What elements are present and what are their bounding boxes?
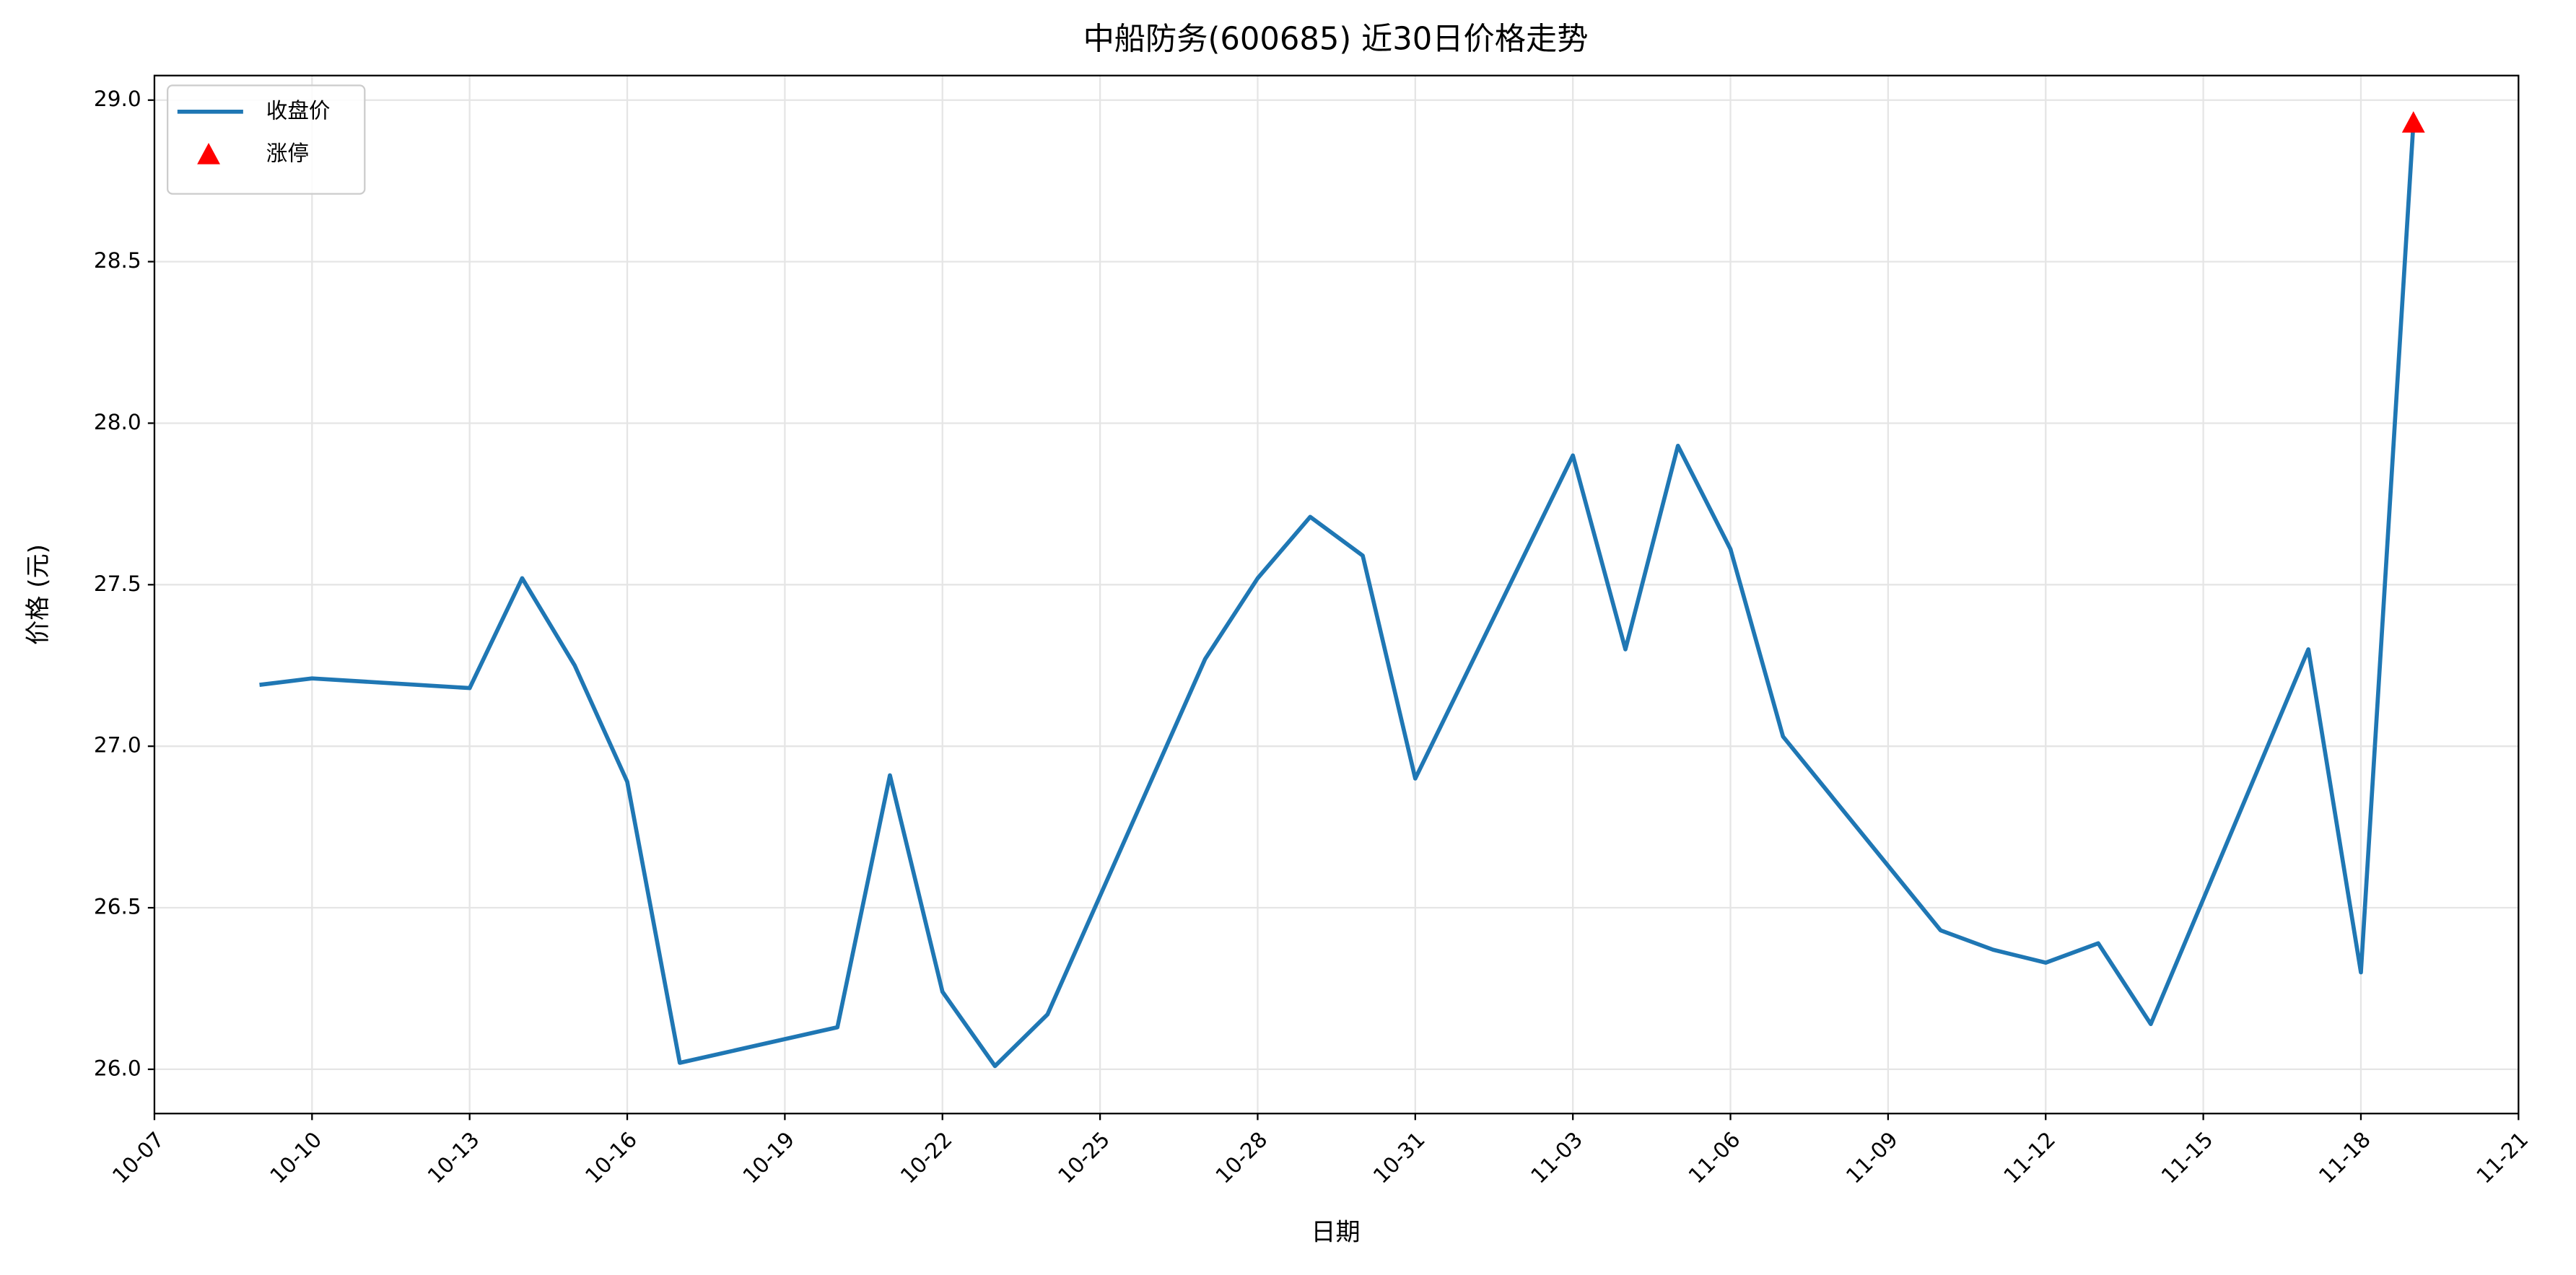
legend-label: 收盘价: [266, 98, 331, 123]
y-tick-label: 27.5: [94, 571, 141, 596]
y-tick-label: 27.0: [94, 733, 141, 758]
legend-label: 涨停: [266, 141, 309, 165]
y-tick-label: 26.0: [94, 1056, 141, 1080]
chart-title: 中船防务(600685) 近30日价格走势: [1083, 21, 1589, 57]
y-tick-label: 28.5: [94, 248, 141, 273]
y-tick-label: 28.0: [94, 410, 141, 434]
y-axis-label: 价格 (元): [24, 544, 53, 645]
price-line: [259, 122, 2416, 1069]
y-tick-label: 29.0: [94, 87, 141, 111]
x-axis-label: 日期: [1311, 1218, 1360, 1247]
limit-up-marker: [2401, 111, 2425, 133]
plot-frame: [153, 74, 2520, 1115]
y-tick-label: 26.5: [94, 895, 141, 919]
legend-marker: [197, 143, 221, 165]
